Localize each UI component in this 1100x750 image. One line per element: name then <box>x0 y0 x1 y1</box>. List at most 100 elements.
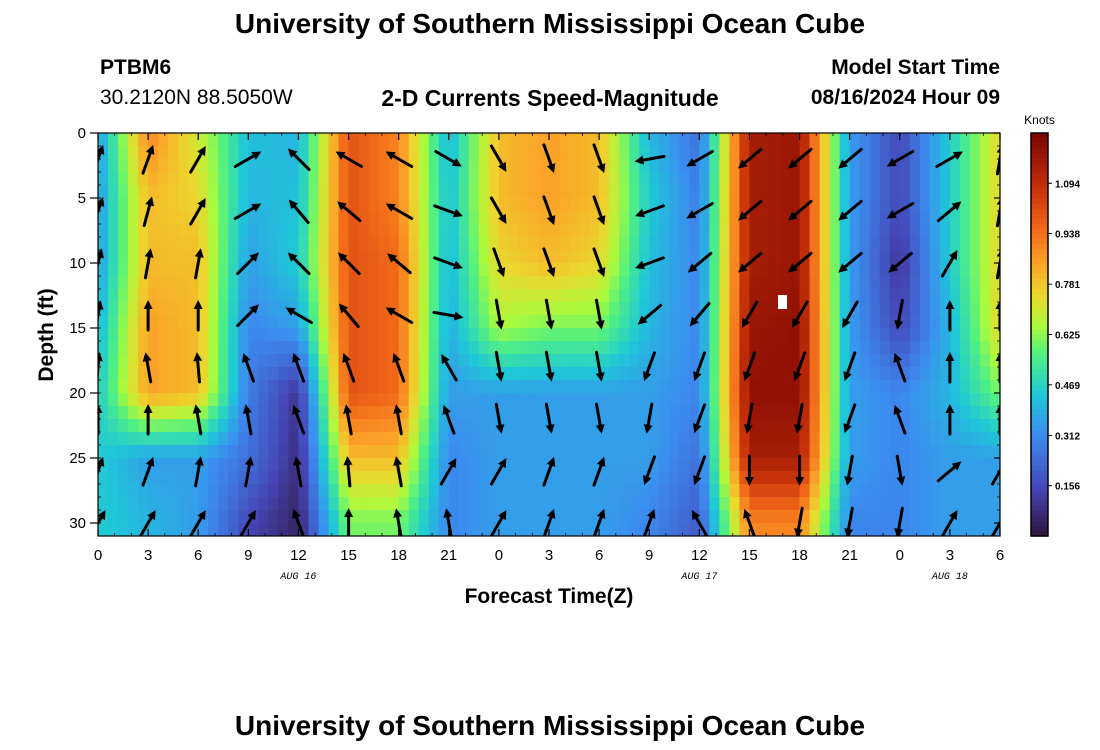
heatmap-cell <box>919 432 931 446</box>
heatmap-cell <box>418 211 430 225</box>
heatmap-cell <box>899 523 911 536</box>
heatmap-cell <box>819 289 831 303</box>
heatmap-cell <box>258 458 269 472</box>
heatmap-cell <box>819 341 831 355</box>
heatmap-cell <box>679 445 690 459</box>
date-label: AUG 16 <box>279 572 316 583</box>
heatmap-cell <box>148 432 159 446</box>
current-arrow <box>98 196 105 216</box>
heatmap-cell <box>659 458 670 472</box>
heatmap-cell <box>719 302 730 316</box>
colorbar-tick-label: 0.469 <box>1055 381 1080 392</box>
heatmap-cell <box>348 523 360 536</box>
heatmap-cell <box>158 263 169 277</box>
heatmap-cell <box>969 523 981 536</box>
heatmap-cell <box>318 185 330 199</box>
heatmap-cell <box>819 510 831 524</box>
heatmap-cell <box>679 276 690 290</box>
heatmap-cell <box>248 224 259 238</box>
heatmap-cell <box>799 523 811 536</box>
heatmap-cell <box>729 250 741 264</box>
heatmap-cell <box>609 484 620 498</box>
heatmap-cell <box>308 523 320 536</box>
heatmap-cell <box>358 302 370 316</box>
heatmap-cell <box>709 432 720 446</box>
heatmap-cell <box>699 471 710 485</box>
heatmap-cell <box>468 250 480 264</box>
heatmap-cell <box>929 458 941 472</box>
heatmap-cell <box>308 341 320 355</box>
heatmap-cell <box>118 302 129 316</box>
heatmap-cell <box>298 328 310 342</box>
heatmap-cell <box>739 185 751 199</box>
heatmap-cell <box>959 380 971 394</box>
heatmap-cell <box>919 523 931 536</box>
heatmap-cell <box>188 458 199 472</box>
heatmap-cell <box>278 185 290 199</box>
heatmap-cell <box>158 315 169 329</box>
heatmap-cell <box>609 354 620 368</box>
heatmap-cell <box>639 237 650 251</box>
heatmap-cell <box>178 159 189 173</box>
heatmap-cell <box>188 380 199 394</box>
heatmap-cell <box>659 406 670 420</box>
heatmap-cell <box>889 367 901 381</box>
heatmap-cell <box>238 419 249 433</box>
heatmap-cell <box>579 159 590 173</box>
heatmap-cell <box>679 354 690 368</box>
heatmap-cell <box>308 354 320 368</box>
heatmap-cell <box>689 133 700 147</box>
heatmap-cell <box>679 393 690 407</box>
heatmap-cell <box>549 224 560 238</box>
heatmap-cell <box>879 133 891 147</box>
heatmap-cell <box>448 341 460 355</box>
heatmap-cell <box>298 458 310 472</box>
heatmap-cell <box>378 367 390 381</box>
heatmap-cell <box>869 432 881 446</box>
heatmap-cell <box>849 341 861 355</box>
heatmap-cell <box>599 445 610 459</box>
heatmap-cell <box>889 445 901 459</box>
heatmap-cell <box>929 523 941 536</box>
heatmap-cell <box>388 393 400 407</box>
heatmap-cell <box>609 419 620 433</box>
heatmap-cell <box>759 263 771 277</box>
heatmap-cell <box>929 224 941 238</box>
heatmap-cell <box>809 328 821 342</box>
heatmap-cell <box>699 393 710 407</box>
heatmap-cell <box>488 133 500 147</box>
colorbar-segment <box>1031 475 1048 482</box>
colorbar-segment <box>1031 299 1048 305</box>
heatmap-cell <box>919 471 931 485</box>
heatmap-cell <box>959 276 971 290</box>
heatmap-cell <box>468 224 480 238</box>
heatmap-cell <box>759 380 771 394</box>
heatmap-cell <box>789 289 801 303</box>
heatmap-cell <box>929 367 941 381</box>
heatmap-cell <box>819 250 831 264</box>
heatmap-cell <box>428 471 440 485</box>
heatmap-cell <box>388 276 400 290</box>
heatmap-cell <box>929 250 941 264</box>
heatmap-cell <box>559 185 570 199</box>
heatmap-cell <box>559 198 570 212</box>
heatmap-cell <box>118 133 129 147</box>
heatmap-cell <box>318 354 330 368</box>
heatmap-cell <box>168 393 179 407</box>
heatmap-cell <box>418 263 430 277</box>
heatmap-cell <box>518 237 530 251</box>
heatmap-cell <box>368 211 380 225</box>
heatmap-cell <box>589 211 600 225</box>
heatmap-cell <box>939 367 951 381</box>
heatmap-cell <box>458 354 470 368</box>
heatmap-cell <box>128 367 139 381</box>
heatmap-cell <box>398 250 410 264</box>
heatmap-cell <box>108 458 119 472</box>
heatmap-cell <box>989 224 1000 238</box>
heatmap-cell <box>478 328 490 342</box>
heatmap-cell <box>919 302 931 316</box>
heatmap-cell <box>218 328 229 342</box>
heatmap-cell <box>969 406 981 420</box>
heatmap-cell <box>308 276 320 290</box>
heatmap-cell <box>228 133 239 147</box>
